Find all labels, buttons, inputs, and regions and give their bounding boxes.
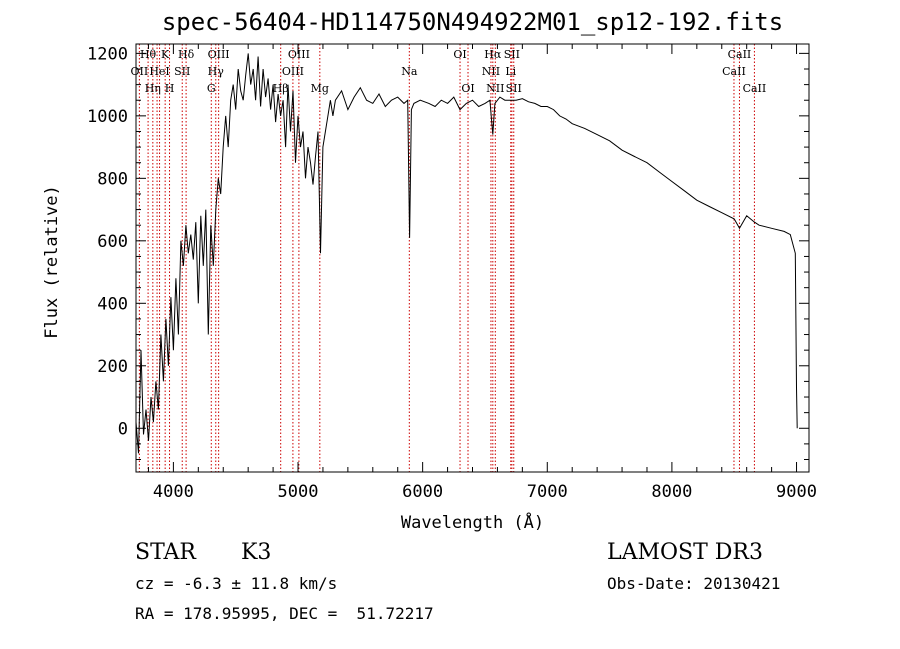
y-tick-label: 1000 — [87, 107, 128, 127]
spectral-line-label: OI — [453, 48, 466, 61]
spectral-line-label: OIII — [208, 48, 230, 61]
y-tick-label: 1200 — [87, 44, 128, 64]
x-axis-label: Wavelength (Å) — [401, 511, 544, 533]
y-tick-label: 400 — [97, 294, 128, 314]
spectral-line-label: Na — [401, 65, 418, 78]
y-tick-label: 0 — [118, 419, 128, 439]
object-subclass: K3 — [241, 540, 272, 565]
y-axis-label: Flux (relative) — [42, 185, 62, 339]
plot-frame — [135, 43, 810, 473]
y-tick-label: 200 — [97, 357, 128, 377]
x-tick-label: 7000 — [527, 482, 568, 502]
spectral-line-label: Hγ — [208, 65, 225, 78]
chart-title: spec-56404-HD114750N494922M01_sp12-192.f… — [161, 8, 784, 36]
x-tick-label: 9000 — [776, 482, 817, 502]
spectral-line-label: Hδ — [178, 48, 195, 61]
spectral-line-label: CaII — [722, 65, 746, 78]
spectral-line-label: K — [161, 48, 170, 61]
spectral-line-label: CaII — [728, 48, 752, 61]
axis-ticks: 4000 5000 6000 7000 8000 9000 0 200 400 600 800 100… — [87, 44, 817, 502]
x-tick-label: 8000 — [651, 482, 692, 502]
spectral-line-label: Hα — [484, 48, 502, 61]
x-tick-label: 4000 — [153, 482, 194, 502]
x-tick-label: 5000 — [278, 482, 319, 502]
spectral-line-label: G — [207, 82, 216, 95]
spectrum-series-line — [135, 53, 798, 454]
object-class: STAR — [135, 540, 196, 565]
spectral-line-label: HeI — [149, 65, 169, 78]
spectral-line-label: Mg — [311, 82, 329, 95]
spectral-line-label: SII — [504, 48, 520, 61]
spectral-line-label: NII — [482, 65, 500, 78]
y-tick-label: 800 — [97, 169, 128, 189]
spectral-line-label: H — [165, 82, 175, 95]
spectral-line-labels: OII Hθ Hη HeI K H SII Hδ G Hγ OIII Hβ OIII OIII Mg Na OI… — [131, 48, 767, 95]
spectral-line-markers — [138, 44, 755, 472]
spectral-line-label: SII — [174, 65, 190, 78]
spectral-line-label: OIII — [288, 48, 310, 61]
spectral-line-label: Hβ — [273, 82, 289, 95]
spectral-line-label: SII — [506, 82, 522, 95]
spectral-line-label: OIII — [282, 65, 304, 78]
y-tick-label: 600 — [97, 232, 128, 252]
redshift-text: cz = -6.3 ± 11.8 km/s — [135, 574, 338, 593]
spectral-line-label: NII — [486, 82, 504, 95]
x-tick-label: 6000 — [402, 482, 443, 502]
spectral-line-label: Hθ — [140, 48, 157, 61]
spectral-line-label: Li — [505, 65, 516, 78]
survey-label: LAMOST DR3 — [607, 540, 763, 565]
spectral-line-label: OI — [461, 82, 474, 95]
spectral-line-label: Hη — [145, 82, 161, 95]
coordinates-text: RA = 178.95995, DEC = 51.72217 — [135, 604, 434, 623]
spectral-line-label: CaII — [743, 82, 767, 95]
spectral-line-label: OII — [131, 65, 149, 78]
obs-date-text: Obs-Date: 20130421 — [607, 574, 781, 593]
